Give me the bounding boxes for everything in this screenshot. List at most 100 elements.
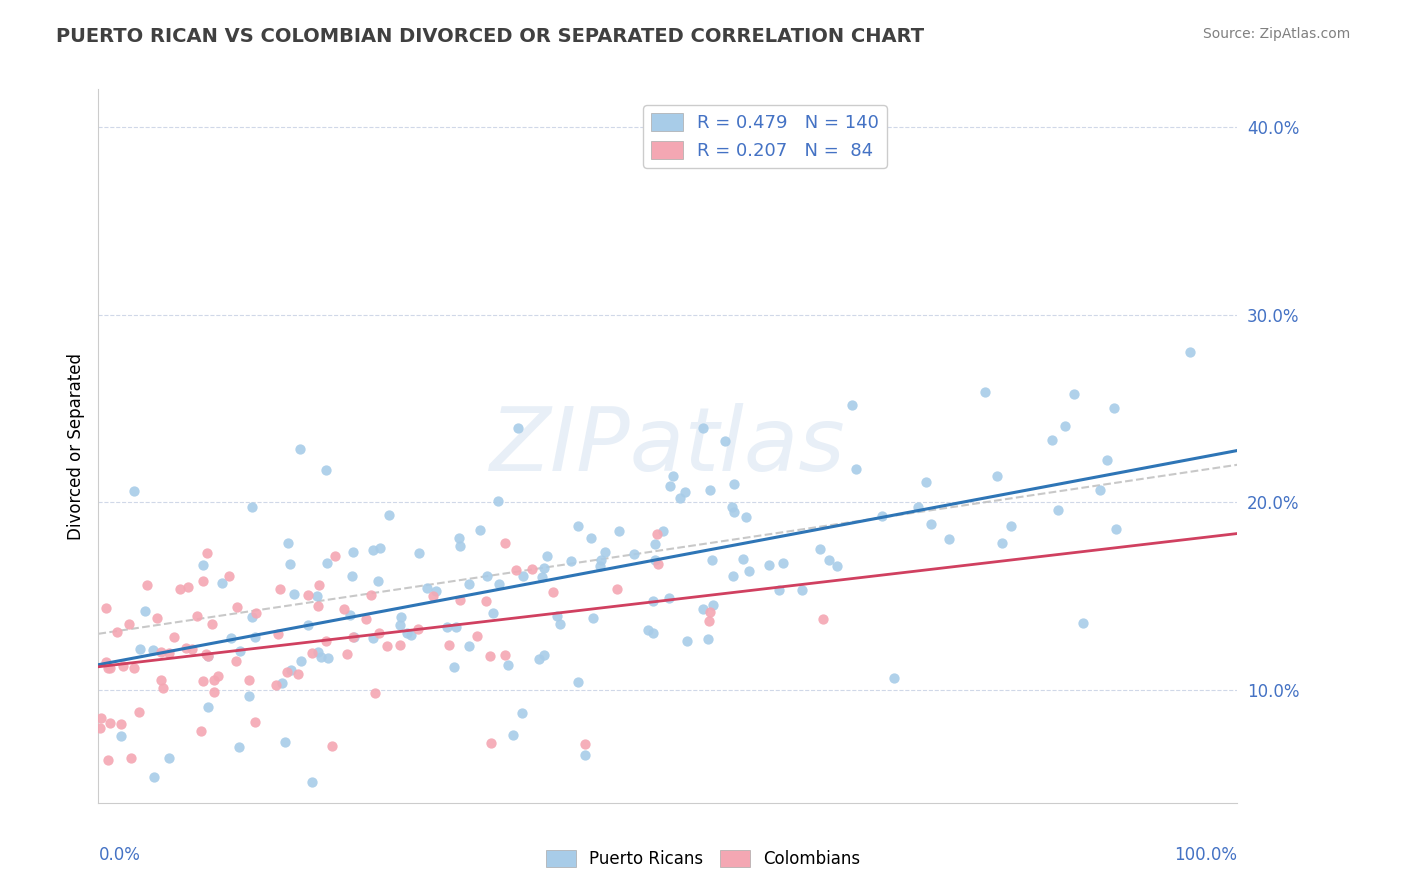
Point [340, 569, 363, 583]
Point [560, 554, 582, 568]
Point [567, 519, 589, 533]
Point [122, 483, 145, 498]
Point [474, 594, 496, 608]
Point [307, 589, 329, 603]
Point [288, 442, 311, 456]
Point [818, 553, 841, 567]
Point [100, 661, 122, 675]
Point [827, 559, 849, 574]
Point [120, 751, 142, 765]
Point [118, 616, 141, 631]
Point [368, 541, 391, 555]
Point [245, 714, 267, 729]
Point [637, 624, 659, 638]
Point [142, 770, 165, 784]
Point [974, 384, 997, 399]
Point [186, 609, 208, 624]
Point [378, 508, 401, 522]
Point [702, 598, 724, 612]
Text: 0.0%: 0.0% [98, 846, 141, 863]
Point [150, 673, 173, 687]
Point [644, 553, 666, 567]
Point [721, 569, 744, 583]
Point [307, 599, 329, 614]
Point [582, 611, 605, 625]
Point [271, 675, 294, 690]
Point [607, 524, 630, 538]
Point [692, 602, 714, 616]
Point [122, 661, 145, 675]
Point [574, 748, 596, 763]
Point [1047, 502, 1070, 516]
Point [191, 574, 214, 589]
Point [457, 576, 479, 591]
Point [157, 750, 180, 764]
Point [699, 614, 721, 628]
Point [297, 588, 319, 602]
Point [692, 420, 714, 434]
Point [191, 673, 214, 688]
Point [870, 509, 893, 524]
Point [146, 610, 169, 624]
Text: ZIPatlas: ZIPatlas [491, 403, 845, 489]
Point [308, 578, 330, 592]
Point [226, 599, 249, 614]
Point [813, 612, 835, 626]
Point [647, 557, 669, 571]
Point [723, 505, 745, 519]
Point [443, 660, 465, 674]
Point [470, 523, 492, 537]
Point [278, 557, 301, 571]
Point [658, 478, 681, 492]
Point [243, 630, 266, 644]
Point [907, 500, 929, 515]
Point [195, 546, 218, 560]
Point [498, 658, 520, 673]
Point [218, 569, 240, 583]
Point [508, 421, 530, 435]
Point [1105, 522, 1128, 536]
Point [266, 678, 288, 692]
Point [211, 575, 233, 590]
Point [134, 604, 156, 618]
Point [202, 685, 225, 699]
Point [287, 667, 309, 681]
Point [408, 546, 430, 560]
Point [128, 705, 150, 719]
Point [197, 700, 219, 714]
Point [149, 645, 172, 659]
Point [673, 484, 696, 499]
Point [641, 625, 664, 640]
Point [546, 609, 568, 624]
Point [494, 648, 516, 662]
Point [1095, 453, 1118, 467]
Point [1102, 401, 1125, 416]
Point [163, 630, 186, 644]
Point [94, 655, 117, 669]
Point [444, 620, 467, 634]
Point [991, 535, 1014, 549]
Point [541, 585, 564, 599]
Point [190, 723, 212, 738]
Point [238, 689, 260, 703]
Point [437, 638, 460, 652]
Point [276, 665, 298, 679]
Point [669, 491, 692, 505]
Point [505, 563, 527, 577]
Point [283, 587, 305, 601]
Point [110, 716, 132, 731]
Point [482, 607, 505, 621]
Point [920, 517, 942, 532]
Point [152, 681, 174, 695]
Point [579, 531, 602, 545]
Point [157, 646, 180, 660]
Point [1063, 386, 1085, 401]
Point [90, 711, 112, 725]
Text: PUERTO RICAN VS COLOMBIAN DIVORCED OR SEPARATED CORRELATION CHART: PUERTO RICAN VS COLOMBIAN DIVORCED OR SE… [56, 27, 924, 45]
Point [651, 524, 673, 538]
Point [449, 539, 471, 553]
Point [368, 626, 391, 640]
Point [194, 647, 217, 661]
Point [342, 631, 364, 645]
Point [986, 468, 1008, 483]
